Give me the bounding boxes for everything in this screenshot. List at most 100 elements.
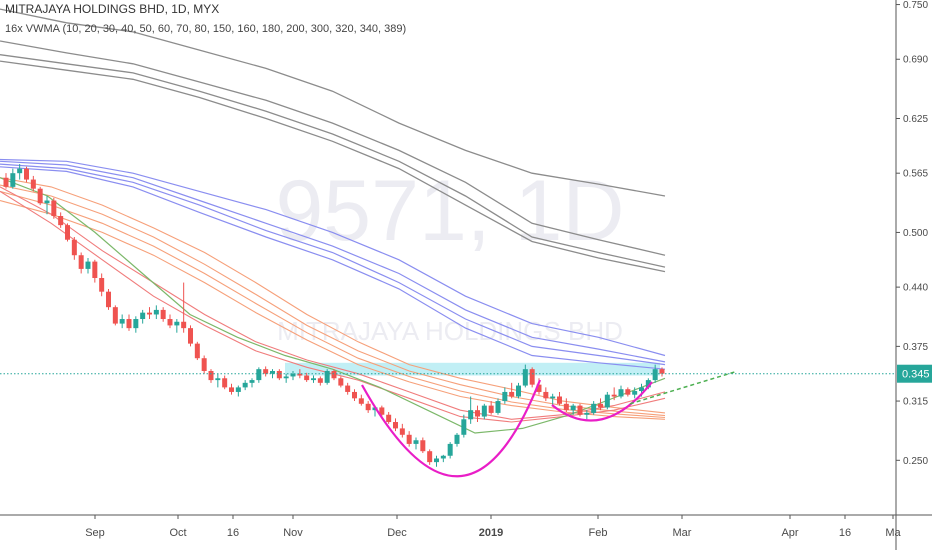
candle xyxy=(317,376,323,386)
candle xyxy=(10,168,16,189)
candle-body xyxy=(229,387,234,392)
y-tick-label: 0.625 xyxy=(903,114,928,125)
candle xyxy=(235,385,241,397)
y-tick-label: 0.440 xyxy=(903,283,928,294)
candle xyxy=(304,372,310,382)
candle xyxy=(58,212,64,228)
candle xyxy=(563,398,569,412)
candle-body xyxy=(153,309,159,315)
candle-body xyxy=(645,380,651,388)
candle-body xyxy=(235,387,241,392)
candle-body xyxy=(434,458,439,463)
candle xyxy=(338,376,344,388)
candle-body xyxy=(604,394,610,408)
candle xyxy=(399,423,405,438)
price-label-box xyxy=(897,364,932,383)
vwma-gray-line-3 xyxy=(0,54,666,268)
candle-body xyxy=(502,391,508,402)
candle-body xyxy=(618,389,624,397)
candle xyxy=(208,369,214,383)
candle xyxy=(598,398,603,411)
candle-body xyxy=(632,391,638,395)
x-tick-label: Dec xyxy=(387,527,407,539)
candle xyxy=(625,387,631,397)
y-tick-label: 0.375 xyxy=(903,342,928,353)
candle xyxy=(92,259,98,283)
candle-body xyxy=(126,319,132,329)
candle xyxy=(604,391,610,410)
candle xyxy=(352,389,357,402)
candle-body xyxy=(147,312,152,315)
candle xyxy=(174,319,180,333)
candle xyxy=(283,373,289,383)
candle-body xyxy=(475,410,480,417)
candle-body xyxy=(509,391,515,397)
candle xyxy=(3,173,9,189)
candle xyxy=(37,186,43,206)
candle-body xyxy=(215,378,221,381)
candle xyxy=(324,369,330,385)
candle-body xyxy=(550,396,556,399)
candle xyxy=(413,437,419,450)
candle-body xyxy=(639,387,644,392)
candle-body xyxy=(201,358,207,371)
candle-body xyxy=(181,321,187,329)
candle xyxy=(529,367,535,388)
candle xyxy=(17,164,23,180)
candle xyxy=(30,175,36,192)
candle xyxy=(577,403,583,417)
x-tick-label: Feb xyxy=(589,527,608,539)
candle-body xyxy=(270,370,275,374)
price-label-text: 0.345 xyxy=(902,369,930,381)
candle-body xyxy=(311,378,316,381)
candle-body xyxy=(37,188,43,204)
candle xyxy=(270,369,275,379)
cup-curve xyxy=(361,379,542,478)
candle-body xyxy=(324,370,330,383)
y-tick-label: 0.750 xyxy=(903,0,928,11)
candle xyxy=(290,370,296,381)
candle xyxy=(331,369,337,381)
candle-body xyxy=(529,369,535,385)
candle-body xyxy=(194,343,200,359)
vwma-orange-line-2 xyxy=(0,184,666,417)
candle xyxy=(495,398,501,415)
candle-body xyxy=(188,328,193,344)
vwma-blue-line-1 xyxy=(0,158,666,357)
candle-body xyxy=(174,321,180,326)
candle xyxy=(65,223,70,242)
x-axis-panel xyxy=(0,515,932,550)
candle-body xyxy=(584,412,590,415)
vwma-gray-line-1 xyxy=(0,8,666,197)
candle-body xyxy=(99,278,105,292)
vwma-orange-line-3 xyxy=(0,190,666,419)
candle-body xyxy=(481,405,487,417)
vwma-orange-line-4 xyxy=(0,199,666,420)
indicator-legend: 16x VWMA (10, 20, 30, 40, 50, 60, 70, 80… xyxy=(5,23,407,35)
trendline xyxy=(629,371,736,405)
candle-body xyxy=(468,410,474,420)
candle-body xyxy=(345,385,351,392)
candle xyxy=(611,387,617,401)
candle-body xyxy=(399,428,405,435)
candle-body xyxy=(488,405,494,413)
candle xyxy=(591,401,597,415)
x-tick-label: Nov xyxy=(283,527,303,539)
candle-body xyxy=(570,405,576,411)
vwma-orange-line-1 xyxy=(0,177,666,414)
chart-title: MITRAJAYA HOLDINGS BHD, 1D, MYX xyxy=(5,2,220,16)
candle xyxy=(543,387,549,402)
candle xyxy=(481,403,487,420)
vwma-blue-line-4 xyxy=(0,166,666,370)
candle xyxy=(215,373,221,388)
candle-body xyxy=(65,225,70,240)
candle-body xyxy=(591,403,597,413)
candle xyxy=(659,367,665,377)
candle xyxy=(447,442,453,459)
candle xyxy=(509,382,515,399)
candle-body xyxy=(222,378,228,388)
watermark-name: MITRAJAYA HOLDINGS BHD xyxy=(277,316,623,346)
candle xyxy=(85,257,91,274)
